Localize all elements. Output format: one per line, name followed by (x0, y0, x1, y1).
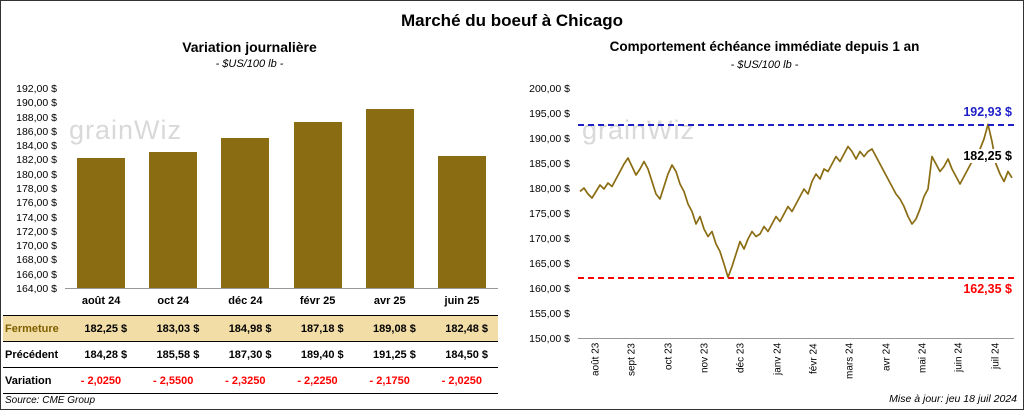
y-axis-tick: 192,00 $ (16, 83, 57, 95)
grainwiz-watermark: grainWiz (69, 115, 183, 145)
category-label: déc 24 (228, 295, 263, 307)
price-table-row: Fermeture 182,25 $ 183,03 $ 184,98 $ 187,18 … (3, 316, 498, 342)
update-note: Mise à jour: jeu 18 juil 2024 (889, 393, 1017, 405)
line-x-axis: août 23 sept 23 oct 23 nov 23 déc 23 janv 24 f… (578, 343, 1014, 395)
price-cell: 189,08 $ (373, 322, 416, 335)
price-table-row: Précédent 184,28 $ 185,58 $ 187,30 $ 189,40 … (3, 342, 498, 368)
x-axis-tick: août 23 (590, 343, 602, 377)
price-cell: - 2,2250 (297, 374, 338, 387)
price-cell: 187,30 $ (228, 348, 272, 361)
y-axis-tick: 176,00 $ (16, 197, 57, 210)
row-label: Variation (5, 374, 52, 387)
x-axis-tick: mars 24 (844, 343, 856, 380)
y-axis-tick: 182,00 $ (16, 154, 57, 167)
grainwiz-watermark: grainWiz (582, 115, 696, 145)
x-axis-tick: janv 24 (772, 343, 784, 376)
price-cell: - 2,1750 (369, 374, 410, 387)
y-axis-tick: 178,00 $ (16, 182, 57, 195)
y-axis-tick: 195,00 $ (529, 108, 570, 120)
line-plot-area: grainWiz 192,93 $ 182,25 $ 162,35 $ (578, 89, 1014, 339)
y-axis-tick: 190,00 $ (16, 97, 57, 110)
y-axis-tick: 186,00 $ (16, 125, 57, 138)
x-axis-tick: avr 24 (881, 343, 893, 371)
line-y-axis: 200,00 $ 195,00 $ 190,00 $ 185,00 $ 180,00 $… (506, 83, 574, 345)
category-label: juin 25 (444, 295, 480, 307)
price-cell: 191,25 $ (373, 348, 416, 361)
x-axis-tick: déc 23 (735, 343, 747, 374)
y-axis-tick: 170,00 $ (529, 233, 570, 245)
price-cell: 189,40 $ (300, 348, 344, 361)
price-cell: - 2,3250 (225, 374, 266, 387)
y-axis-tick: 165,00 $ (529, 258, 570, 270)
category-label: août 24 (81, 295, 121, 307)
one-year-panel: Comportement échéance immédiate depuis 1… (506, 1, 1023, 409)
line-chart-title: Comportement échéance immédiate depuis 1… (609, 39, 920, 54)
price-cell: 184,98 $ (228, 322, 272, 335)
y-axis-tick: 185,00 $ (529, 158, 570, 170)
y-axis-tick: 188,00 $ (16, 111, 57, 124)
y-axis-tick: 160,00 $ (529, 283, 570, 295)
x-axis-tick: mai 24 (917, 343, 929, 374)
y-axis-tick: 174,00 $ (16, 211, 57, 224)
line-chart-subtitle: - $US/100 lb - (730, 59, 799, 71)
y-axis-tick: 180,00 $ (529, 183, 570, 195)
x-axis-tick: sept 23 (626, 343, 638, 376)
price-cell: - 2,0250 (441, 374, 483, 387)
price-cell: 184,28 $ (84, 348, 128, 361)
x-axis-tick: juil 24 (990, 343, 1002, 370)
price-cell: 184,50 $ (445, 348, 489, 361)
bar-chart-title: Variation journalière (182, 39, 317, 55)
row-label: Fermeture (5, 322, 59, 335)
row-label: Précédent (5, 348, 59, 361)
category-label: févr 25 (299, 295, 336, 307)
y-axis-tick: 170,00 $ (16, 240, 57, 253)
min-dashed-line (578, 277, 1014, 280)
y-axis-tick: 155,00 $ (529, 308, 570, 320)
x-axis-tick: févr 24 (808, 343, 820, 374)
bar (77, 157, 126, 288)
max-value-label: 192,93 $ (961, 105, 1014, 120)
category-label: oct 24 (157, 295, 190, 307)
y-axis-tick: 190,00 $ (529, 133, 570, 145)
bar (221, 138, 270, 288)
bar-chart-subtitle: - $US/100 lb - (215, 58, 284, 70)
page-title: Marché du boeuf à Chicago (401, 11, 623, 30)
price-cell: - 2,5500 (152, 374, 194, 387)
source-note: Source: CME Group (5, 395, 96, 406)
price-cell: 187,18 $ (300, 322, 344, 335)
y-axis-tick: 180,00 $ (16, 168, 57, 181)
bar (149, 152, 198, 288)
category-label: avr 25 (373, 295, 406, 307)
min-value-label: 162,35 $ (961, 282, 1014, 297)
price-cell: 182,25 $ (84, 322, 128, 335)
x-axis-tick: juin 24 (953, 343, 965, 373)
bar (365, 108, 414, 288)
price-cell: 182,48 $ (445, 322, 489, 335)
price-cell: - 2,0250 (80, 374, 122, 387)
bar (437, 156, 486, 288)
y-axis-tick: 184,00 $ (16, 140, 57, 153)
x-axis-tick: oct 23 (663, 343, 675, 371)
bar-y-axis: 192,00 $ 190,00 $188,00 $186,00 $ 184,00 $… (1, 83, 61, 295)
daily-variation-panel: Variation journalière - $US/100 lb - 192… (1, 1, 506, 409)
x-axis-tick: nov 23 (699, 343, 711, 374)
bar-x-axis: août 24 oct 24 déc 24 févr 25 avr 25 juin 25 (65, 295, 498, 307)
y-axis-tick: 168,00 $ (16, 254, 57, 267)
max-dashed-line (578, 124, 1014, 127)
bar-plot-area: grainWiz (65, 89, 498, 289)
y-axis-tick: 166,00 $ (16, 268, 57, 281)
y-axis-tick: 164,00 $ (16, 282, 57, 295)
y-axis-tick: 172,00 $ (16, 225, 57, 238)
bar (293, 122, 342, 288)
price-table: Fermeture 182,25 $ 183,03 $ 184,98 $ 187,18 … (3, 315, 498, 394)
last-value-label: 182,25 $ (961, 148, 1014, 163)
y-axis-tick: 200,00 $ (529, 83, 570, 95)
y-axis-tick: 175,00 $ (529, 208, 570, 220)
price-cell: 185,58 $ (156, 348, 200, 361)
price-table-row: Variation - 2,0250 - 2,5500 - 2,3250 - 2,225… (3, 368, 498, 394)
y-axis-tick: 150,00 $ (529, 333, 570, 345)
price-line (579, 123, 1013, 279)
price-cell: 183,03 $ (156, 322, 200, 335)
